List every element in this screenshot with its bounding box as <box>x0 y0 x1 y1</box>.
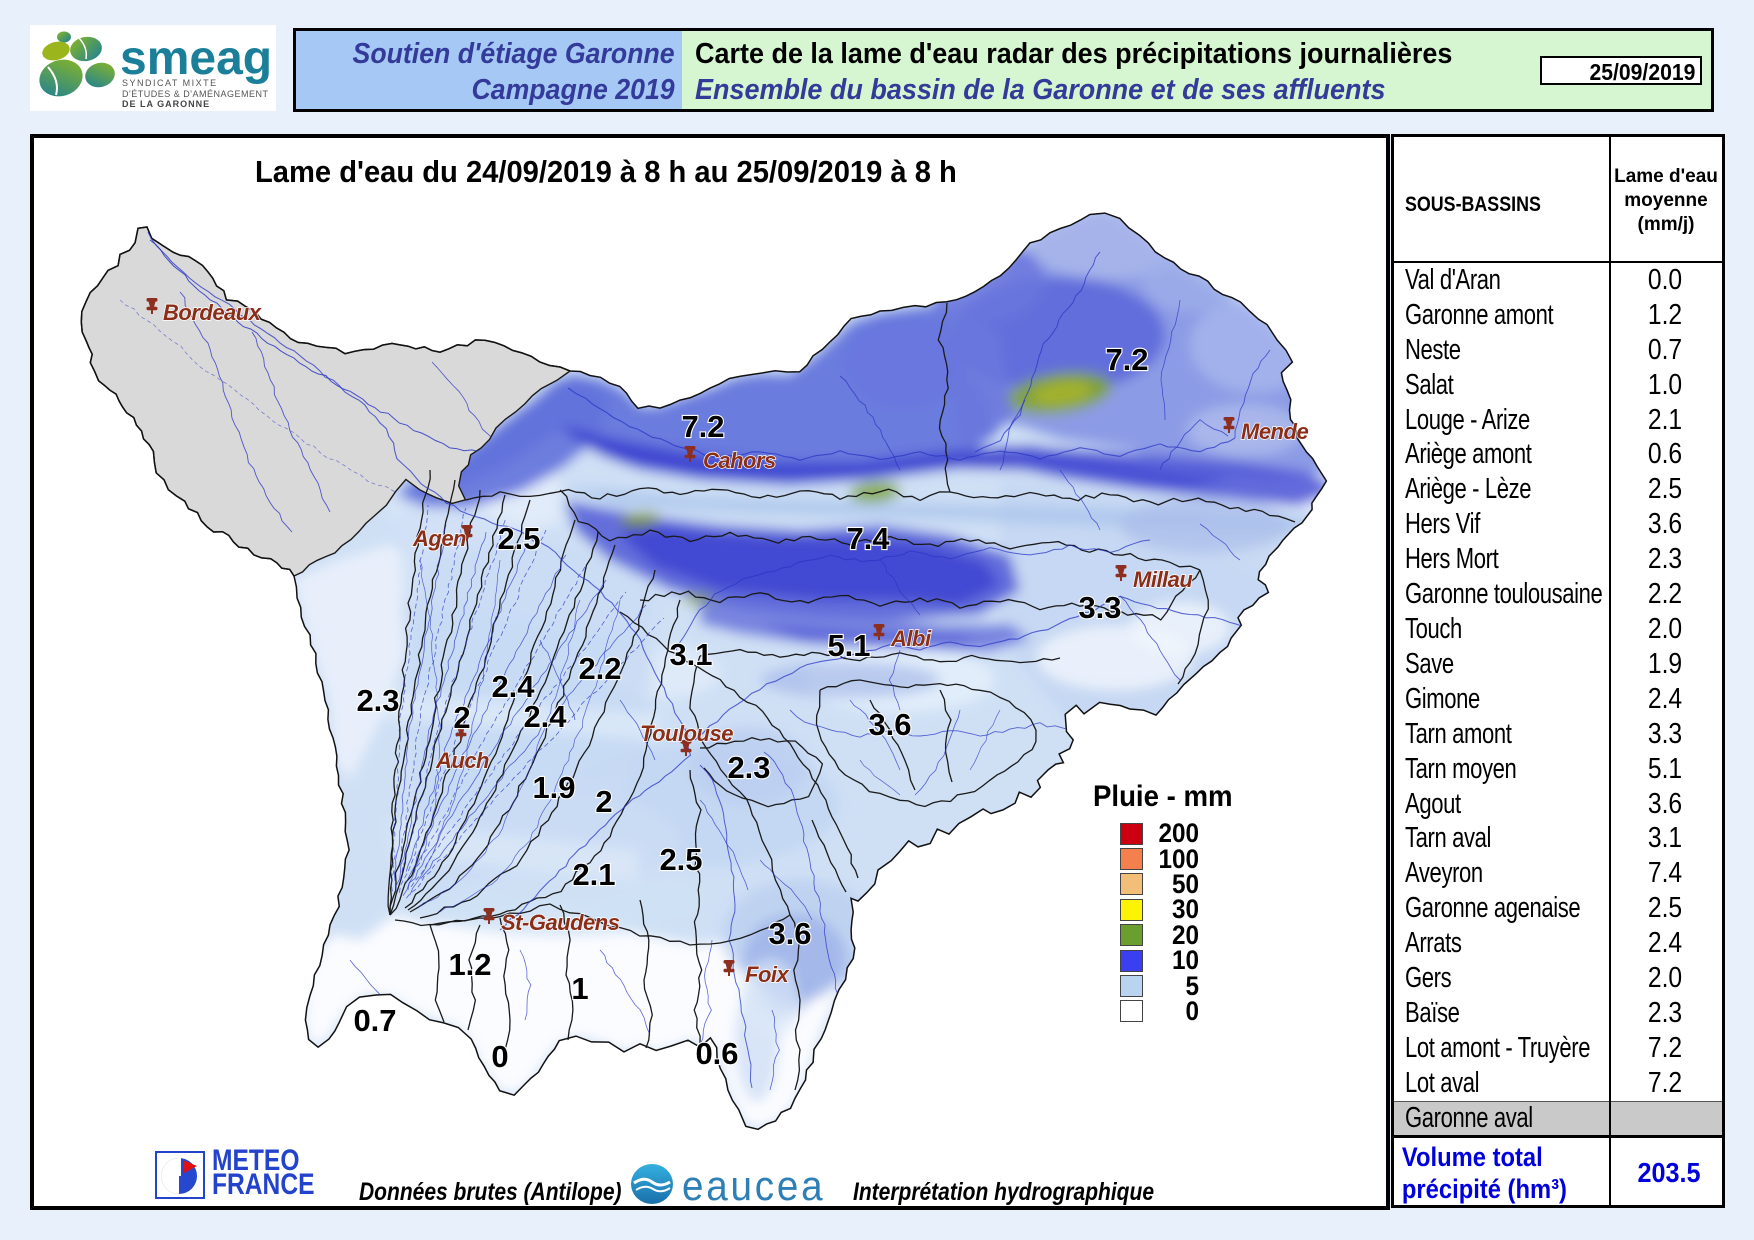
svg-text:0.7: 0.7 <box>353 1003 396 1038</box>
svg-text:St-Gaudens: St-Gaudens <box>501 910 620 935</box>
svg-text:SYNDICAT MIXTE: SYNDICAT MIXTE <box>122 78 218 88</box>
svg-text:2.3: 2.3 <box>356 683 399 718</box>
svg-text:2.4: 2.4 <box>523 699 567 734</box>
svg-text:2.2: 2.2 <box>578 651 621 686</box>
svg-text:1.9: 1.9 <box>532 770 575 805</box>
svg-text:7.2: 7.2 <box>1105 342 1148 377</box>
svg-text:Bordeaux: Bordeaux <box>163 300 262 325</box>
svg-text:1.2: 1.2 <box>448 947 491 982</box>
svg-text:0: 0 <box>491 1039 508 1074</box>
svg-text:2: 2 <box>595 784 612 819</box>
svg-text:3.1: 3.1 <box>669 637 712 672</box>
svg-text:Cahors: Cahors <box>703 448 776 473</box>
svg-text:3.3: 3.3 <box>1078 590 1121 625</box>
svg-text:D'ÉTUDES & D'AMÉNAGEMENT: D'ÉTUDES & D'AMÉNAGEMENT <box>122 89 268 99</box>
svg-text:Albi: Albi <box>890 626 932 651</box>
svg-text:2.5: 2.5 <box>497 521 540 556</box>
svg-text:7.4: 7.4 <box>846 521 890 556</box>
svg-text:3.6: 3.6 <box>868 707 911 742</box>
svg-text:3.6: 3.6 <box>768 916 811 951</box>
svg-text:5.1: 5.1 <box>827 628 870 663</box>
svg-text:smeag: smeag <box>120 32 272 85</box>
svg-text:Auch: Auch <box>435 748 489 773</box>
svg-text:0.6: 0.6 <box>695 1036 738 1071</box>
svg-text:2.5: 2.5 <box>659 842 702 877</box>
svg-text:Toulouse: Toulouse <box>640 721 733 746</box>
svg-text:Millau: Millau <box>1133 567 1193 592</box>
svg-text:2: 2 <box>453 700 470 735</box>
svg-text:Agen: Agen <box>412 526 466 551</box>
svg-text:2.3: 2.3 <box>727 750 770 785</box>
svg-text:1: 1 <box>571 971 588 1006</box>
svg-text:Mende: Mende <box>1241 419 1308 444</box>
svg-text:DE LA GARONNE: DE LA GARONNE <box>122 99 210 109</box>
svg-text:7.2: 7.2 <box>681 409 724 444</box>
svg-text:2.4: 2.4 <box>491 669 535 704</box>
svg-text:2.1: 2.1 <box>572 857 615 892</box>
svg-text:Foix: Foix <box>745 962 789 987</box>
